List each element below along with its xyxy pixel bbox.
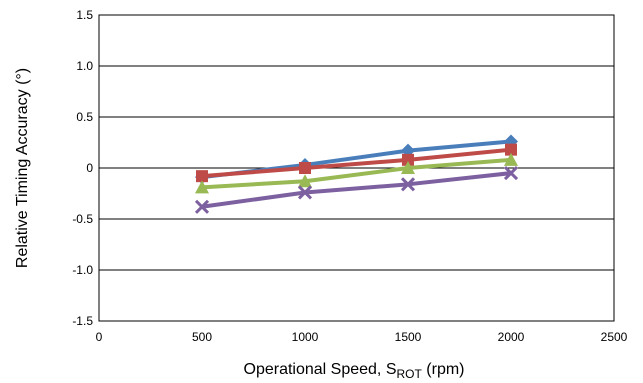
- x-tick-labels: 0 500 1000 1500 2000 2500: [96, 330, 628, 344]
- x-tick-label: 0: [96, 330, 103, 344]
- x-tick-label: 2500: [601, 330, 628, 344]
- y-axis-title: Relative Timing Accuracy (°): [14, 68, 31, 268]
- series-2: [195, 152, 518, 194]
- y-tick-label: -1.5: [72, 314, 93, 328]
- data-point: [505, 143, 517, 156]
- data-point: [297, 185, 313, 200]
- y-tick-label: -1.0: [72, 263, 93, 277]
- x-tick-label: 1500: [395, 330, 422, 344]
- y-tick-label: 1.0: [76, 59, 93, 73]
- y-tick-label: 0: [86, 161, 93, 175]
- series-3: [194, 166, 519, 214]
- data-point: [299, 162, 311, 174]
- series-line-2: [201, 157, 512, 190]
- series-line-1: [201, 147, 512, 179]
- plot-area-frame: [98, 14, 615, 322]
- gridlines: [99, 14, 614, 322]
- x-tick-label: 500: [192, 330, 212, 344]
- series-line-3: [201, 171, 512, 209]
- data-point: [504, 152, 518, 166]
- y-tick-label: -0.5: [72, 212, 93, 226]
- x-axis-title: Operational Speed, SROT (rpm): [244, 361, 465, 381]
- series-group: [194, 134, 519, 214]
- y-tick-labels: 1.5 1.0 0.5 0 -0.5 -1.0 -1.5: [72, 8, 93, 328]
- x-tick-label: 2000: [498, 330, 525, 344]
- data-point: [194, 199, 210, 214]
- data-point: [400, 177, 416, 192]
- y-tick-label: 0.5: [76, 110, 93, 124]
- data-point: [503, 166, 519, 181]
- x-tick-label: 1000: [292, 330, 319, 344]
- data-point: [298, 174, 312, 188]
- y-tick-label: 1.5: [76, 8, 93, 22]
- data-point: [401, 161, 415, 174]
- data-point: [196, 170, 208, 183]
- data-point: [195, 180, 209, 194]
- data-point: [402, 153, 414, 166]
- series-1: [196, 143, 517, 183]
